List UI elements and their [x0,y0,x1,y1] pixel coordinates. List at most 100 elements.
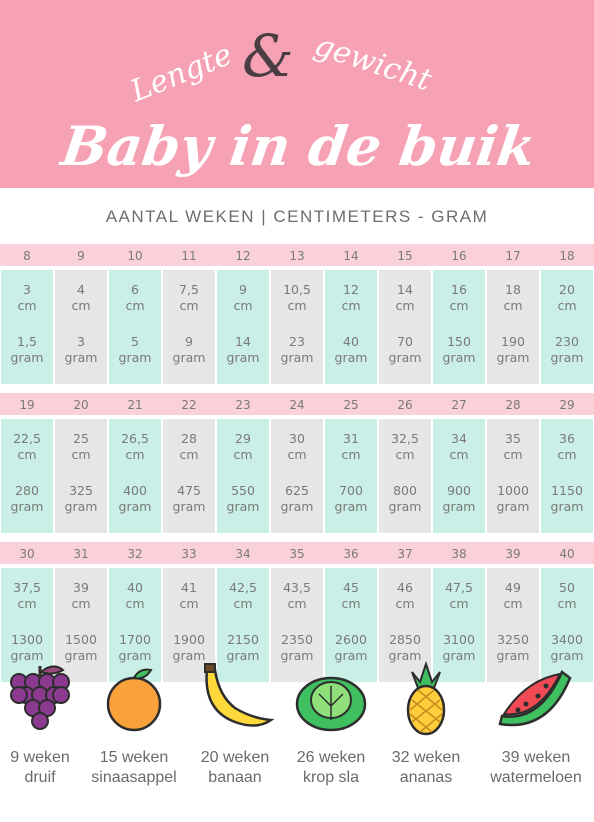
weight-unit: gram [550,648,584,663]
weight-value: 190 gram [487,334,539,366]
measurement-column: 39 cm 1500 gram [55,568,107,682]
length-value: 14 cm [379,282,431,314]
weight-number: 325 [69,483,93,498]
fruit-item: 20 weken banaan [183,660,287,788]
weight-unit: gram [10,350,44,365]
fruit-name: sinaasappel [91,769,177,786]
weight-value: 280 gram [1,483,53,515]
weight-value: 230 gram [541,334,593,366]
length-unit: cm [125,298,145,313]
week-number: 23 [235,398,251,412]
length-unit: cm [71,447,91,462]
week-number: 36 [343,547,359,561]
weight-unit: gram [280,648,314,663]
weight-number: 900 [447,483,471,498]
length-number: 50 [559,580,575,595]
measurement-column: 20 cm 230 gram [541,270,593,384]
weight-unit: gram [118,350,152,365]
weight-number: 2600 [335,632,367,647]
length-value: 39 cm [55,580,107,612]
weight-value: 800 gram [379,483,431,515]
fruit-item: 9 weken druif [0,660,92,788]
week-number: 20 [73,398,89,412]
length-unit: cm [17,298,37,313]
header-banner: Lengte & gewicht Baby in de buik [0,0,594,188]
week-number: 28 [505,398,521,412]
length-unit: cm [503,298,523,313]
length-unit: cm [341,447,361,462]
table-section: 19 22,5 cm 280 gram 20 25 cm 325 gram 21 26,5 cm 400 g… [0,393,594,533]
week-number: 29 [559,398,575,412]
week-number: 11 [181,249,197,263]
length-number: 26,5 [121,431,149,446]
length-value: 42,5 cm [217,580,269,612]
measurement-column: 46 cm 2850 gram [379,568,431,682]
fruit-name: druif [24,769,56,786]
measurement-column: 50 cm 3400 gram [541,568,593,682]
week-number: 40 [559,547,575,561]
week-number: 12 [235,249,251,263]
weight-unit: gram [226,350,260,365]
table-section: 8 3 cm 1,5 gram 9 4 cm 3 gram 10 6 cm 5 gram 11 7,5 cm 9 gr… [0,244,594,384]
fruit-weeks: 15 weken [99,749,169,766]
weight-unit: gram [64,350,98,365]
week-number: 21 [127,398,143,412]
measurement-column: 3 cm 1,5 gram [1,270,53,384]
length-unit: cm [179,596,199,611]
fruit-item: 26 weken krop sla [279,660,383,788]
length-unit: cm [233,447,253,462]
fruit-weeks: 39 weken [501,749,571,766]
length-value: 18 cm [487,282,539,314]
weight-value: 3250 gram [487,632,539,664]
measurement-column: 6 cm 5 gram [109,270,161,384]
weight-number: 1150 [551,483,583,498]
measurement-column: 14 cm 70 gram [379,270,431,384]
length-number: 35 [505,431,521,446]
measurement-column: 31 cm 700 gram [325,419,377,533]
weight-value: 3400 gram [541,632,593,664]
fruit-item: 32 weken ananas [374,660,478,788]
fruit-name: banaan [208,769,262,786]
length-number: 14 [397,282,413,297]
weight-value: 900 gram [433,483,485,515]
weight-value: 1300 gram [1,632,53,664]
weight-unit: gram [334,499,368,514]
weight-unit: gram [388,648,422,663]
length-value: 31 cm [325,431,377,463]
length-value: 25 cm [55,431,107,463]
week-number: 31 [73,547,89,561]
length-number: 9 [239,282,247,297]
length-value: 22,5 cm [1,431,53,463]
length-value: 30 cm [271,431,323,463]
week-number: 17 [505,249,521,263]
weight-value: 1,5 gram [1,334,53,366]
length-unit: cm [395,447,415,462]
week-number: 22 [181,398,197,412]
script-ampersand: & [242,22,294,90]
length-value: 9 cm [217,282,269,314]
length-unit: cm [17,596,37,611]
measurement-column: 10,5 cm 23 gram [271,270,323,384]
week-bar [0,244,594,266]
weight-value: 2350 gram [271,632,323,664]
weight-number: 23 [289,334,305,349]
length-value: 41 cm [163,580,215,612]
orange-icon [82,660,186,740]
week-number: 18 [559,249,575,263]
week-bar [0,542,594,564]
weight-unit: gram [334,350,368,365]
weight-value: 5 gram [109,334,161,366]
weight-unit: gram [118,499,152,514]
weight-number: 5 [131,334,139,349]
length-number: 18 [505,282,521,297]
weight-unit: gram [334,648,368,663]
length-number: 22,5 [13,431,41,446]
weight-unit: gram [280,350,314,365]
weight-unit: gram [388,499,422,514]
weight-unit: gram [550,350,584,365]
weight-number: 1700 [119,632,151,647]
length-unit: cm [287,596,307,611]
weight-number: 1900 [173,632,205,647]
week-number: 8 [23,249,31,263]
weight-value: 40 gram [325,334,377,366]
